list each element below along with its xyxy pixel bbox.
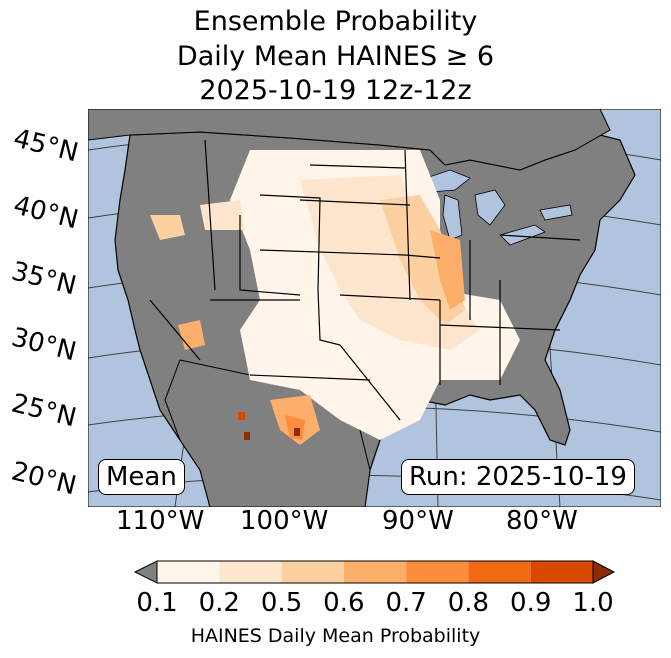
canada-land (88, 109, 611, 171)
colorbar-tick-label: 0.8 (447, 588, 490, 618)
lon-label-80: 80°W (506, 506, 578, 536)
colorbar-label: HAINES Daily Mean Probability (190, 625, 481, 647)
colorbar-segment (281, 561, 344, 583)
lon-label-110: 110°W (116, 506, 205, 536)
colorbar-tick-label: 0.1 (136, 588, 178, 618)
mean-label-box: Mean (98, 459, 185, 495)
colorbar-tick-label: 0.7 (385, 588, 427, 618)
colorbar-segment (468, 561, 531, 583)
colorbar-segment (406, 561, 469, 583)
colorbar-segment (343, 561, 407, 583)
colorbar-tick-label: 0.2 (198, 588, 240, 618)
colorbar-over-arrow (592, 560, 616, 584)
lon-label-100: 100°W (240, 506, 329, 536)
title-line-1: Ensemble Probability (193, 6, 478, 37)
title-line-3: 2025-10-19 12z-12z (199, 75, 472, 106)
colorbar-segment (157, 561, 220, 583)
colorbar-tick-label: 1.0 (572, 588, 614, 618)
lon-label-90: 90°W (382, 506, 454, 536)
colorbar-segment (530, 561, 593, 583)
colorbar-tick-label: 0.5 (260, 588, 303, 618)
colorbar-under-arrow (133, 560, 158, 584)
title-line-2: Daily Mean HAINES ≥ 6 (176, 41, 495, 72)
probability-shading (150, 150, 520, 445)
colorbar-segment (219, 561, 282, 583)
run-label-box: Run: 2025-10-19 (401, 459, 635, 495)
colorbar (133, 560, 616, 584)
colorbar-tick-label: 0.9 (510, 588, 552, 618)
state-borders (149, 139, 581, 421)
colorbar-tick-label: 0.6 (323, 588, 365, 618)
